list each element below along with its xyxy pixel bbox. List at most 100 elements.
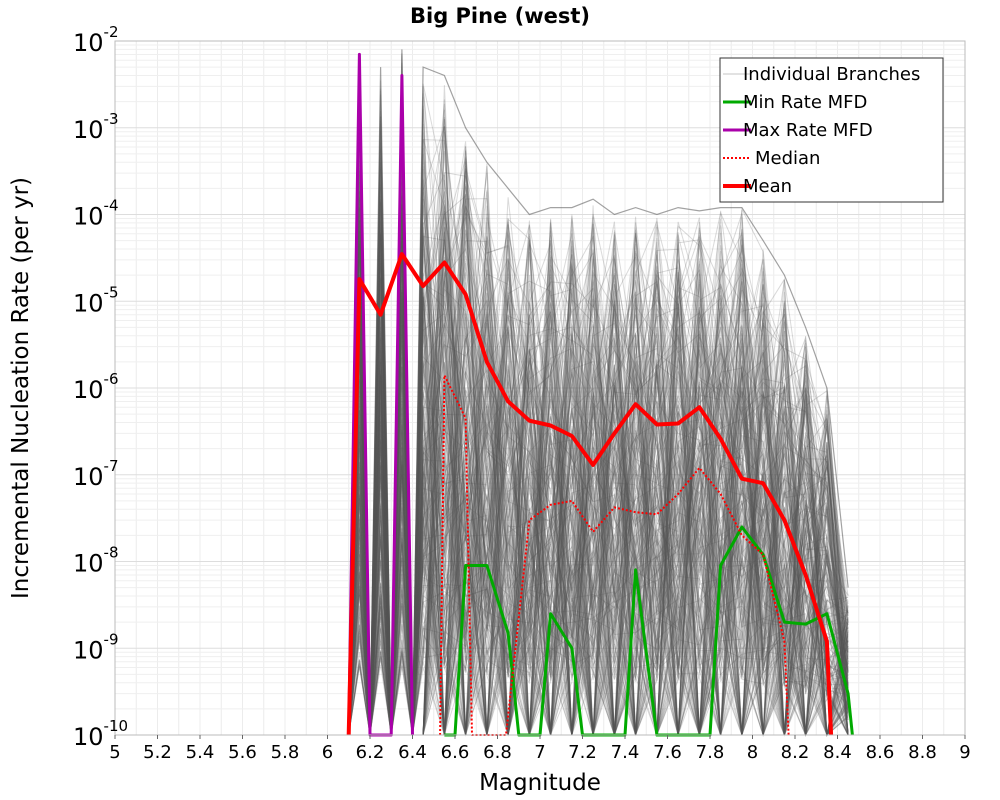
branch-line	[348, 193, 849, 736]
branch-line	[348, 233, 849, 736]
branch-line	[348, 198, 849, 736]
branch-line	[348, 149, 849, 736]
series-mean	[346, 252, 834, 736]
branch-line	[348, 282, 849, 736]
branch-line	[348, 103, 849, 737]
branch-line	[348, 168, 849, 736]
branch-line	[348, 266, 849, 736]
branch-line	[348, 198, 849, 736]
legend: Individual Branches Min Rate MFD Max Rate …	[719, 57, 944, 203]
branch-line	[348, 146, 849, 736]
branch-line	[348, 217, 849, 736]
branch-line	[348, 269, 849, 736]
branch-line	[348, 349, 849, 736]
branch-line	[348, 207, 849, 736]
branch-line	[348, 191, 849, 736]
branch-line	[348, 222, 849, 737]
branch-line	[348, 222, 849, 736]
x-tick-label: 6.2	[356, 742, 385, 763]
branch-line	[348, 168, 849, 736]
branch-line	[348, 83, 849, 736]
branch-line	[348, 240, 849, 736]
branch-line	[348, 232, 849, 736]
x-tick-label: 8.2	[781, 742, 810, 763]
branch-line	[348, 162, 849, 736]
branch-line	[348, 191, 849, 736]
branch-line	[348, 279, 849, 736]
y-tick-label: 10-2	[73, 23, 119, 57]
branch-line	[348, 260, 849, 736]
branch-line	[348, 194, 849, 737]
branch-line	[348, 139, 849, 736]
branch-line	[348, 237, 849, 736]
branch-line	[348, 173, 849, 736]
legend-box	[719, 57, 944, 203]
branch-line	[348, 210, 849, 736]
branch-line	[348, 83, 849, 737]
branch-line	[348, 222, 849, 737]
branch-line	[348, 217, 849, 736]
x-tick-label: 8	[747, 742, 758, 763]
branch-line	[348, 277, 849, 736]
branch-line	[348, 157, 849, 737]
y-axis-label: Incremental Nucleation Rate (per yr)	[8, 177, 34, 599]
branch-line	[348, 241, 849, 736]
branch-line	[348, 124, 849, 736]
branch-line	[348, 226, 849, 736]
legend-label: Individual Branches	[743, 64, 920, 85]
branch-line	[348, 218, 849, 736]
branch-line	[348, 247, 849, 736]
branch-line	[348, 257, 849, 736]
branch-line	[348, 321, 849, 736]
x-tick-label: 7.8	[696, 742, 725, 763]
branch-line	[348, 221, 849, 736]
branch-line	[348, 313, 849, 736]
branch-line	[348, 228, 849, 736]
branch-line	[348, 186, 849, 736]
branch-line	[348, 141, 849, 736]
branch-line	[348, 213, 849, 736]
branch-line	[348, 126, 849, 736]
branch-line	[348, 165, 849, 736]
branch-line	[348, 169, 849, 736]
branch-line	[348, 283, 849, 736]
branch-line	[348, 216, 849, 736]
branch-line	[348, 286, 849, 736]
x-tick-label: 6.8	[483, 742, 512, 763]
branch-line	[348, 257, 849, 736]
branch-line	[348, 225, 849, 736]
branch-line	[348, 166, 849, 736]
branch-line	[348, 206, 849, 736]
branch-line	[348, 206, 849, 736]
x-tick-label: 5.6	[228, 742, 257, 763]
branch-line	[348, 148, 849, 736]
legend-label: Median	[755, 148, 820, 169]
branch-line	[348, 236, 849, 736]
branch-line	[348, 251, 849, 736]
legend-label: Max Rate MFD	[743, 120, 873, 141]
x-tick-label: 5.4	[186, 742, 215, 763]
branch-line	[348, 270, 849, 736]
branch-line	[348, 90, 849, 736]
branch-line	[348, 88, 849, 736]
branch-line	[348, 216, 849, 736]
branch-line	[348, 123, 849, 736]
branch-line	[348, 295, 849, 737]
branch-line	[348, 184, 849, 736]
branch-line	[348, 226, 849, 736]
branch-line	[348, 205, 849, 736]
branch-line	[348, 198, 849, 736]
branch-line	[348, 220, 849, 736]
branch-line	[348, 341, 849, 736]
x-tick-label: 5.2	[143, 742, 172, 763]
branch-line	[348, 85, 849, 736]
x-tick-label: 5.8	[271, 742, 300, 763]
branch-line	[348, 222, 849, 736]
branch-line	[348, 280, 849, 736]
y-tick-label: 10-4	[73, 197, 119, 231]
branch-line	[348, 324, 849, 736]
branch-line	[348, 227, 849, 736]
branch-line	[348, 233, 849, 736]
